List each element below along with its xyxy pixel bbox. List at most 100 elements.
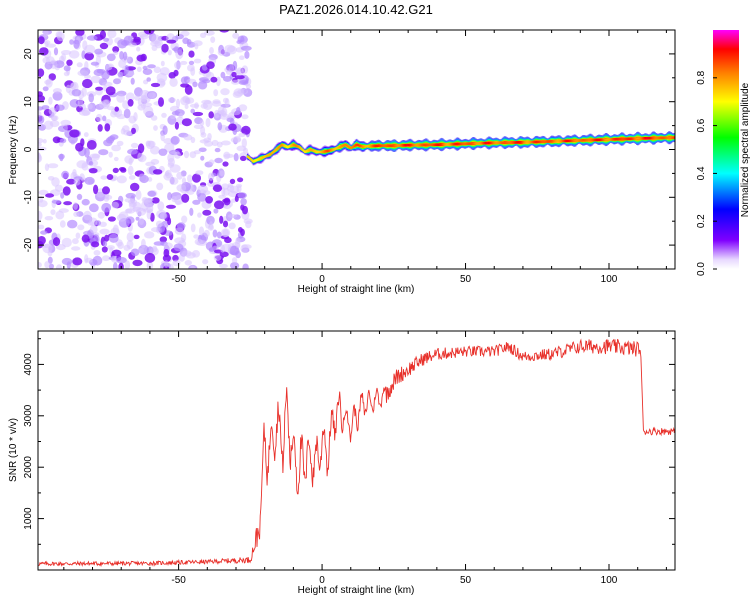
ridge-core (474, 142, 477, 145)
noise-blob (210, 36, 216, 43)
noise-blob (240, 198, 247, 206)
ridge-core (296, 144, 298, 148)
ridge-core (319, 150, 321, 154)
noise-blob (77, 224, 85, 231)
noise-blob (162, 125, 168, 135)
ridge-core (554, 140, 556, 143)
noise-blob (76, 160, 88, 169)
noise-blob (84, 147, 90, 158)
noise-blob (200, 132, 207, 138)
y-tick-label: -10 (23, 190, 34, 205)
noise-blob (38, 262, 42, 268)
ridge-core (641, 137, 643, 140)
ridge-core (514, 141, 516, 144)
noise-blob (116, 175, 127, 184)
noise-blob (167, 97, 176, 103)
noise-blob (100, 175, 108, 180)
noise-blob (213, 89, 219, 97)
ridge-core (547, 140, 549, 143)
noise-blob (63, 124, 68, 133)
ridge-core (454, 142, 457, 146)
ridge-core (396, 144, 398, 147)
noise-blob (77, 70, 89, 77)
ridge-core (550, 140, 552, 143)
ridge-core (525, 140, 527, 144)
ridge-core (488, 141, 490, 145)
noise-blob (63, 201, 72, 206)
noise-blob (117, 39, 128, 49)
ridge-core (623, 137, 625, 141)
noise-blob (116, 213, 127, 222)
noise-blob (166, 204, 176, 209)
ridge-core (588, 138, 590, 142)
ridge-core (506, 141, 508, 144)
ridge-core (321, 150, 323, 154)
ridge-core (600, 138, 602, 141)
ridge-core (625, 137, 627, 141)
noise-blob (242, 263, 249, 269)
ridge-core (367, 144, 369, 148)
noise-blob (208, 221, 214, 230)
ridge-core (480, 142, 482, 145)
ridge-core (410, 143, 413, 147)
ridge-core (539, 140, 541, 144)
noise-blob (187, 174, 193, 183)
noise-blob (89, 217, 98, 227)
noise-blob (106, 106, 115, 111)
noise-blob (208, 159, 215, 165)
noise-blob (89, 153, 101, 159)
noise-blob (221, 186, 226, 197)
noise-blob (168, 263, 174, 269)
ridge-core (568, 139, 570, 143)
ridge-core (407, 143, 409, 147)
noise-blob (211, 139, 219, 147)
ridge-core (592, 138, 594, 142)
x-tick-label: 50 (460, 274, 472, 285)
ridge-core (628, 137, 630, 141)
noise-blob (222, 229, 229, 238)
ridge-core (292, 143, 294, 147)
ridge-core (409, 143, 412, 147)
noise-blob (82, 78, 93, 89)
noise-blob (236, 185, 242, 193)
ridge-core (281, 143, 283, 147)
noise-blob (213, 208, 219, 214)
ridge-core (264, 155, 266, 158)
noise-blob (88, 168, 98, 174)
ridge-core (343, 143, 345, 147)
noise-blob (55, 264, 63, 269)
colorbar-tick-label: 0.4 (696, 166, 707, 180)
noise-blob (61, 257, 73, 266)
noise-blob (59, 220, 66, 228)
noise-blob (101, 246, 108, 253)
noise-blob (54, 184, 63, 192)
ridge-core (475, 142, 478, 145)
ridge-core (664, 136, 667, 140)
ridge-core (489, 141, 491, 145)
noise-blob (130, 77, 135, 85)
ridge-core (590, 138, 592, 142)
ridge-core (251, 158, 253, 162)
noise-blob (117, 241, 124, 250)
ridge-core (306, 149, 308, 153)
ridge-core (646, 137, 649, 140)
ridge-core (349, 146, 351, 149)
ridge-core (565, 139, 567, 143)
ridge-core (448, 143, 451, 146)
ridge-core (597, 138, 599, 142)
noise-blob (55, 104, 65, 111)
spectrogram-y-label: Frequency (Hz) (8, 116, 19, 185)
ridge-core (287, 145, 289, 149)
noise-blob (192, 111, 204, 117)
noise-blob (161, 112, 167, 118)
noise-blob (38, 224, 45, 230)
ridge-core (552, 140, 554, 143)
noise-blob (244, 50, 250, 59)
noise-blob (183, 150, 190, 159)
noise-blob (175, 200, 181, 206)
noise-blob (194, 238, 203, 246)
noise-blob (189, 207, 194, 216)
noise-blob (235, 239, 241, 249)
ridge-core (450, 142, 453, 146)
ridge-core (614, 138, 616, 141)
